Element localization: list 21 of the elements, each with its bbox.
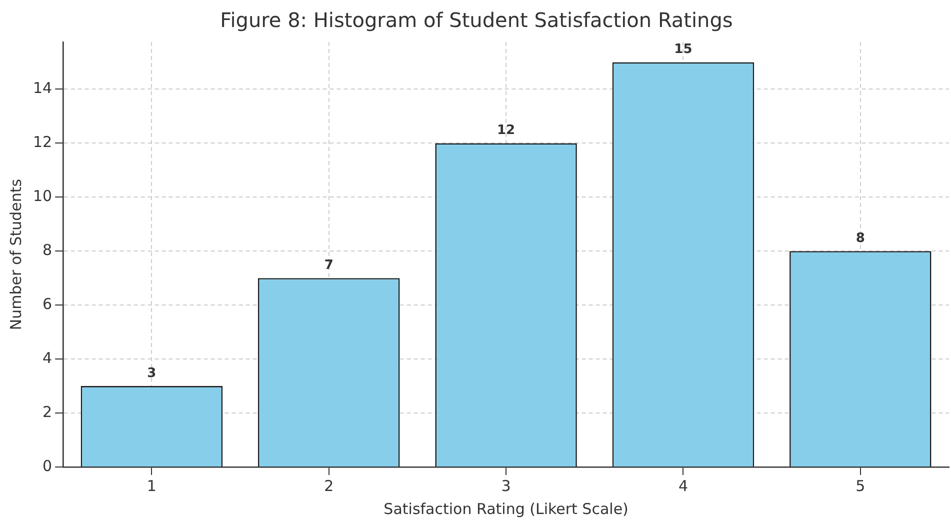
x-tick-label: 4: [678, 476, 688, 495]
y-tick-label: 12: [32, 133, 52, 152]
data-label: 8: [856, 231, 865, 246]
y-tick-label: 10: [32, 187, 52, 206]
y-axis-title: Number of Students: [6, 178, 25, 330]
y-tick-label: 0: [42, 456, 52, 475]
chart-title: Figure 8: Histogram of Student Satisfaction Ratings: [220, 8, 733, 32]
x-tick-label: 5: [856, 476, 866, 495]
y-tick-label: 14: [32, 79, 52, 98]
x-tick-label: 2: [324, 476, 334, 495]
data-label: 7: [324, 258, 334, 273]
x-tick-label: 3: [501, 476, 511, 495]
data-label: 15: [674, 42, 692, 58]
x-axis-title: Satisfaction Rating (Likert Scale): [384, 500, 628, 518]
y-tick-label: 4: [42, 348, 52, 367]
y-tick-label: 6: [42, 294, 52, 313]
x-tick-label: 1: [146, 476, 156, 495]
y-tick-label: 2: [42, 402, 52, 421]
data-label: 3: [147, 366, 156, 381]
data-label: 12: [496, 123, 516, 138]
y-tick-label: 8: [42, 241, 52, 260]
